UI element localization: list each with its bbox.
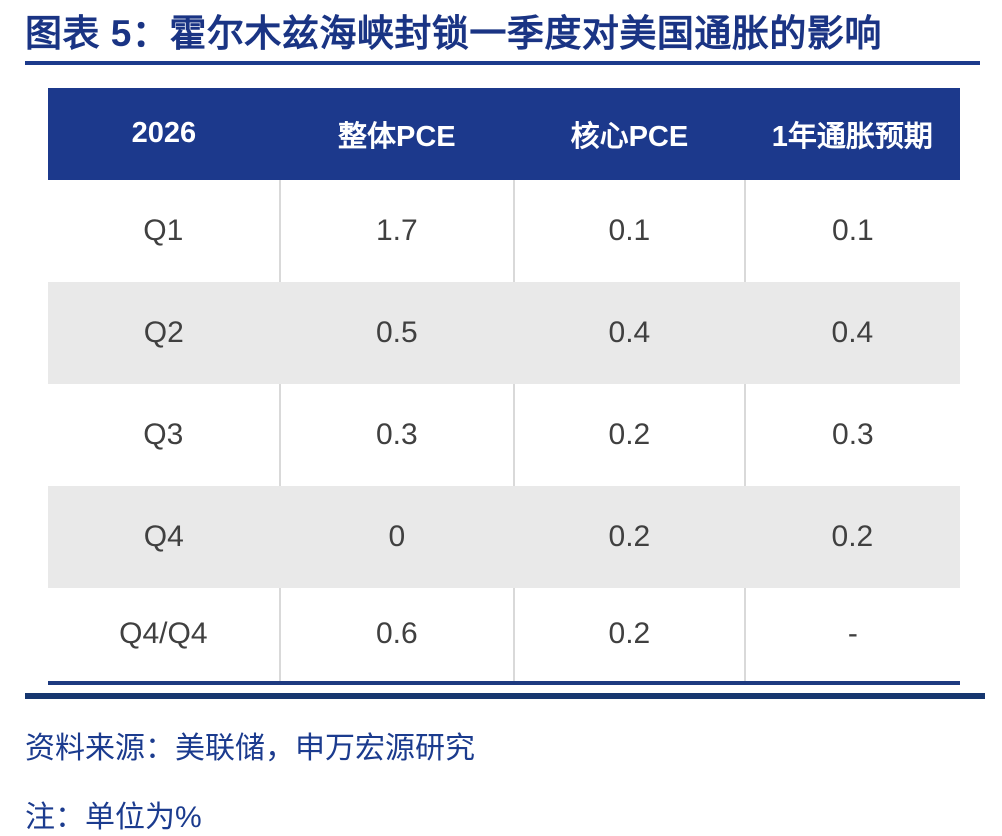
inflation-impact-table: 2026 整体PCE 核心PCE 1年通胀预期 Q1 1.7 0.1 0.1 Q…: [48, 87, 960, 685]
table-row-q4: Q4 0 0.2 0.2: [48, 485, 960, 588]
value-cell: 0.3: [278, 383, 515, 486]
column-header-core-pce: 核心PCE: [514, 87, 745, 180]
value-cell: 0.1: [743, 179, 960, 282]
value-cell: 0.2: [513, 587, 745, 683]
value-cell: 0.4: [744, 281, 960, 384]
value-cell: 0: [279, 485, 515, 588]
value-cell: 0.2: [744, 485, 960, 588]
table-row-q2: Q2 0.5 0.4 0.4: [48, 281, 960, 384]
table-row-q3: Q3 0.3 0.2 0.3: [48, 383, 960, 486]
value-cell: 0.1: [513, 179, 745, 282]
row-label-cell: Q3: [48, 383, 280, 486]
column-header-inflation-expectation: 1年通胀预期: [744, 87, 960, 180]
table-header-row: 2026 整体PCE 核心PCE 1年通胀预期: [48, 87, 960, 180]
source-text: 资料来源：美联储，申万宏源研究: [25, 731, 475, 765]
figure-title: 图表 5：霍尔木兹海峡封锁一季度对美国通胀的影响: [25, 13, 882, 54]
note-text: 注：单位为%: [25, 800, 202, 834]
value-cell: 0.3: [743, 383, 960, 486]
value-cell: 0.2: [514, 485, 745, 588]
row-label-cell: Q2: [48, 281, 280, 384]
column-header-headline-pce: 整体PCE: [279, 87, 515, 180]
value-cell: 0.5: [279, 281, 515, 384]
value-cell: 1.7: [278, 179, 515, 282]
row-label-cell: Q4: [48, 485, 280, 588]
value-cell: 0.2: [513, 383, 745, 486]
row-label-cell: Q1: [48, 179, 280, 282]
row-label-cell: Q4/Q4: [48, 587, 280, 683]
table-row-q1: Q1 1.7 0.1 0.1: [48, 179, 960, 282]
value-cell: 0.4: [514, 281, 745, 384]
value-cell: -: [743, 587, 960, 683]
table-row-q4-over-q4: Q4/Q4 0.6 0.2 -: [48, 587, 960, 683]
value-cell: 0.6: [278, 587, 515, 683]
column-header-year: 2026: [48, 87, 280, 180]
title-divider-rule: [25, 60, 980, 65]
figure-bottom-rule: [25, 692, 985, 699]
